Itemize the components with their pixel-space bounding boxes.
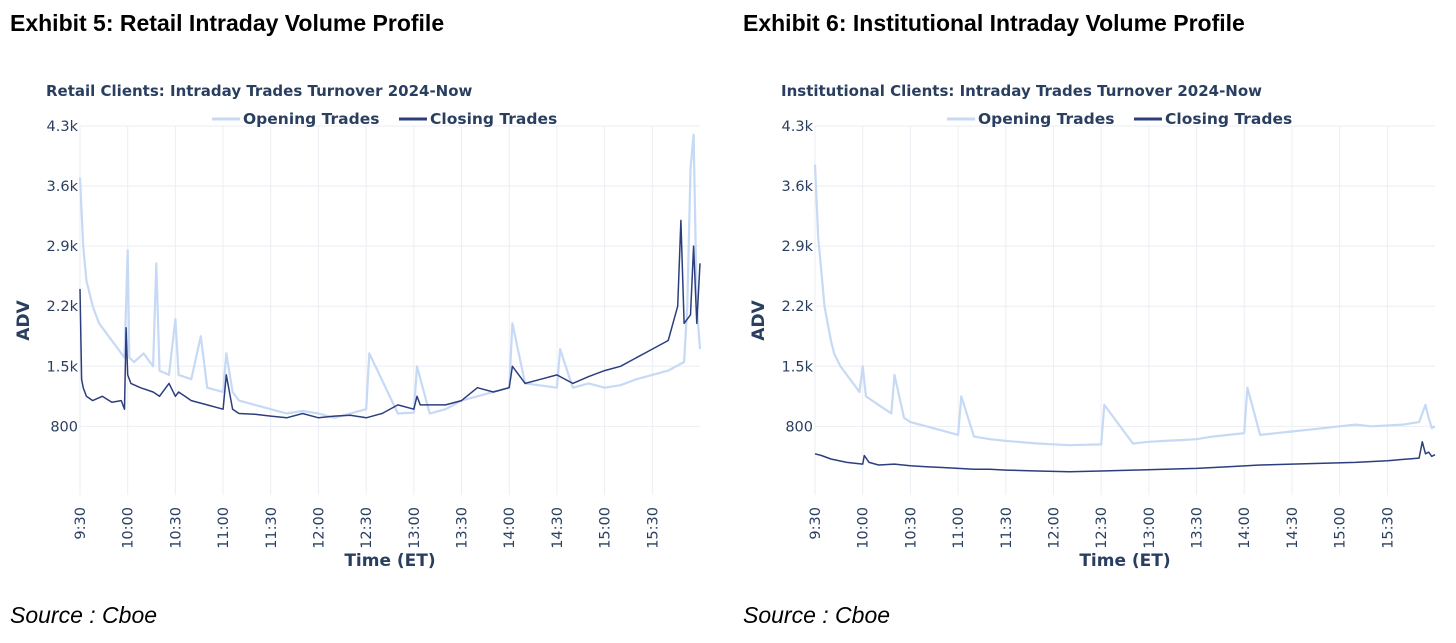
x-tick-label: 13:30 — [1190, 507, 1206, 549]
y-tick-label: 2.9k — [782, 239, 814, 255]
x-tick-label: 9:30 — [73, 507, 89, 540]
legend-label: Closing Trades — [430, 110, 557, 128]
x-tick-label: 9:30 — [808, 507, 824, 540]
y-tick-label: 2.2k — [47, 299, 79, 315]
opening-trades-line — [813, 164, 1436, 447]
x-tick-label: 13:00 — [407, 507, 423, 549]
y-tick-label: 4.3k — [47, 119, 79, 135]
x-tick-label: 12:00 — [311, 507, 327, 549]
x-tick-label: 15:30 — [645, 507, 661, 549]
y-axis-title: ADV — [749, 299, 769, 340]
y-tick-label: 800 — [785, 419, 813, 435]
x-tick-label: 10:30 — [903, 507, 919, 549]
y-tick-label: 2.9k — [47, 239, 79, 255]
exhibit-title: Exhibit 5: Retail Intraday Volume Profil… — [10, 10, 445, 36]
x-axis-title: Time (ET) — [344, 551, 435, 571]
x-tick-label: 10:30 — [168, 507, 184, 549]
source-note: Source : Cboe — [743, 602, 891, 628]
x-tick-label: 11:00 — [951, 507, 967, 549]
y-tick-label: 2.2k — [782, 299, 814, 315]
x-tick-label: 14:00 — [502, 507, 518, 549]
y-tick-label: 1.5k — [47, 359, 79, 375]
x-tick-label: 12:30 — [359, 507, 375, 549]
x-tick-label: 13:30 — [455, 507, 471, 549]
legend-label: Closing Trades — [1165, 110, 1292, 128]
x-tick-label: 12:00 — [1046, 507, 1062, 549]
retail-chart: Retail Clients: Intraday Trades Turnover… — [14, 82, 702, 571]
x-tick-label: 15:00 — [1333, 507, 1349, 549]
x-tick-label: 11:30 — [264, 507, 280, 549]
x-tick-label: 14:00 — [1237, 507, 1253, 549]
closing-trades-line — [814, 441, 1436, 473]
x-tick-label: 12:30 — [1094, 507, 1110, 549]
x-tick-label: 15:30 — [1380, 507, 1396, 549]
x-tick-label: 11:30 — [999, 507, 1015, 549]
exhibit-title: Exhibit 6: Institutional Intraday Volume… — [743, 10, 1245, 36]
opening-trades-line — [78, 133, 702, 419]
chart-title: Retail Clients: Intraday Trades Turnover… — [46, 82, 473, 100]
x-tick-label: 10:00 — [856, 507, 872, 549]
chart-title: Institutional Clients: Intraday Trades T… — [781, 82, 1262, 100]
y-tick-label: 1.5k — [782, 359, 814, 375]
exhibit-6-panel: Exhibit 6: Institutional Intraday Volume… — [735, 0, 1456, 643]
x-tick-label: 14:30 — [1285, 507, 1301, 549]
legend-label: Opening Trades — [243, 110, 379, 128]
x-tick-label: 14:30 — [550, 507, 566, 549]
institutional-chart: Institutional Clients: Intraday Trades T… — [749, 82, 1436, 571]
x-tick-label: 10:00 — [121, 507, 137, 549]
legend-label: Opening Trades — [978, 110, 1114, 128]
y-tick-label: 800 — [50, 419, 78, 435]
x-tick-label: 11:00 — [216, 507, 232, 549]
source-note: Source : Cboe — [10, 602, 158, 628]
closing-trades-line — [79, 219, 701, 419]
x-tick-label: 13:00 — [1142, 507, 1158, 549]
y-tick-label: 3.6k — [47, 179, 79, 195]
y-tick-label: 4.3k — [782, 119, 814, 135]
x-tick-label: 15:00 — [598, 507, 614, 549]
x-axis-title: Time (ET) — [1079, 551, 1170, 571]
y-tick-label: 3.6k — [782, 179, 814, 195]
y-axis-title: ADV — [14, 299, 34, 340]
exhibit-5-panel: Exhibit 5: Retail Intraday Volume Profil… — [10, 10, 702, 628]
